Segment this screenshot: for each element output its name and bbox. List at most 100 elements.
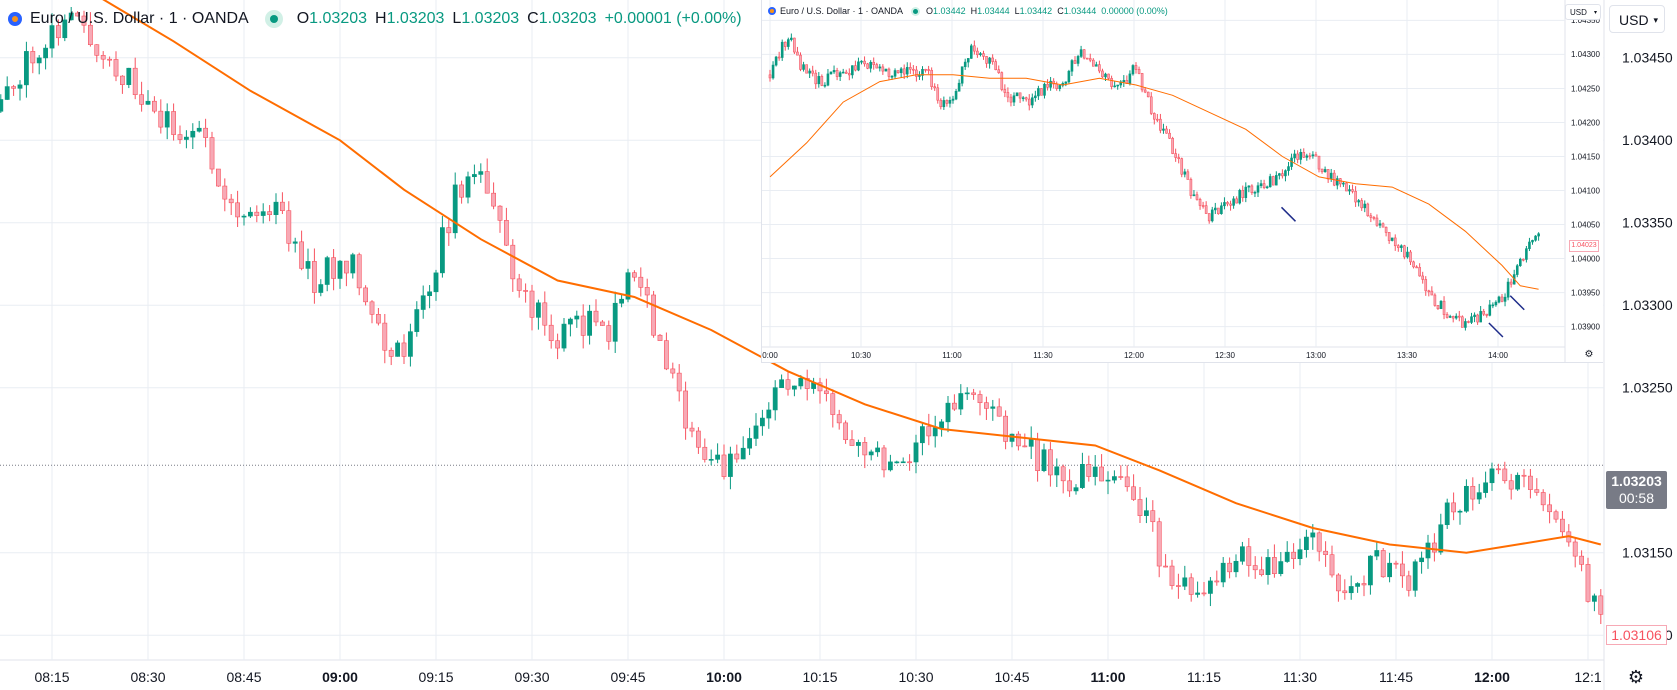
moving-average-line <box>769 74 1539 290</box>
candle-body <box>919 426 925 444</box>
inset-chart-panel[interactable]: 1.04350 1.04300 1.04250 1.04200 1.04150 1.041… <box>761 0 1603 363</box>
candle-body <box>772 387 778 411</box>
candle-body <box>1080 464 1085 488</box>
candle-body <box>945 402 951 423</box>
candle-body <box>1195 592 1200 595</box>
x-tick-label: 09:15 <box>418 669 453 685</box>
y-tick-label: 1.04300 <box>1571 50 1600 59</box>
candle-body <box>1034 95 1037 99</box>
candle-body <box>823 84 827 87</box>
candle-body <box>811 70 815 74</box>
candle-body <box>836 414 842 424</box>
candle-body <box>184 136 189 140</box>
market-open-dot-icon[interactable] <box>264 10 283 28</box>
candle-body <box>1409 251 1412 263</box>
candle-body <box>580 315 586 336</box>
candle-body <box>909 67 912 70</box>
candle-body <box>1064 81 1068 84</box>
candle-body <box>918 75 921 77</box>
candle-body <box>407 331 413 357</box>
candle-body <box>401 342 407 357</box>
candle-body <box>1457 315 1461 318</box>
candle-body <box>1406 575 1412 591</box>
candle-body <box>1176 585 1181 587</box>
candle-body <box>1207 213 1211 222</box>
inset-chart[interactable]: 1.04350 1.04300 1.04250 1.04200 1.04150 1.041… <box>762 0 1603 362</box>
candle-body <box>848 73 851 76</box>
candle-body <box>881 66 885 72</box>
candle-body <box>1098 64 1101 72</box>
candle-body <box>1378 223 1382 226</box>
candle-body <box>1227 562 1232 573</box>
main-legend: Euro / U.S. Dollar · 1 · OANDA O1.03203 … <box>8 8 742 30</box>
candle-body <box>1522 258 1525 261</box>
candle-body <box>676 372 682 392</box>
candle-body <box>651 294 656 336</box>
candle-body <box>1006 92 1010 98</box>
x-tick-label: 13:00 <box>1306 351 1327 360</box>
x-tick-label: 08:30 <box>130 669 165 685</box>
candle-body <box>823 390 829 394</box>
candle-body <box>1363 203 1367 209</box>
candle-body <box>890 75 894 78</box>
candle-body <box>1470 316 1473 323</box>
candle-body <box>759 417 765 427</box>
candle-body <box>1448 316 1452 318</box>
candle-body <box>1316 532 1322 552</box>
euro-dollar-logo-icon[interactable] <box>8 12 22 26</box>
candle-body <box>1189 179 1193 196</box>
candle-body <box>1110 78 1113 87</box>
candle-body <box>1177 157 1181 159</box>
gear-icon[interactable]: ⚙ <box>1627 667 1645 688</box>
x-tick-label: 08:45 <box>226 669 261 685</box>
high-value: 1.03203 <box>386 10 445 27</box>
candle-body <box>1143 89 1147 93</box>
candle-body <box>439 227 445 274</box>
candle-body <box>216 168 221 187</box>
candle-body <box>957 82 961 92</box>
candle-body <box>1342 182 1345 185</box>
candle-body <box>638 276 644 288</box>
candle-body <box>510 244 516 280</box>
candle-body <box>1058 85 1062 89</box>
candle-body <box>887 461 893 471</box>
signal-marker <box>1488 322 1504 338</box>
candle-body <box>503 220 509 246</box>
symbol-title[interactable]: Euro / U.S. Dollar · 1 · OANDA <box>30 10 249 27</box>
x-tick-label: 12:1 <box>1574 669 1601 685</box>
x-tick-label: 10:00 <box>706 669 742 685</box>
plot-area <box>0 0 1604 625</box>
inset-chevron-down-icon: ▾ <box>1593 10 1597 16</box>
candle-body <box>1274 175 1278 186</box>
candle-body <box>1491 304 1495 307</box>
candle-body <box>209 137 215 170</box>
candle-body <box>878 66 882 69</box>
candle-body <box>1049 80 1052 88</box>
candle-body <box>1476 492 1482 500</box>
currency-select[interactable]: USD ▾ <box>1609 5 1665 33</box>
candle-body <box>1169 565 1175 586</box>
candle-body <box>1553 511 1559 520</box>
candle-body <box>1509 281 1513 285</box>
candle-body <box>1438 524 1444 553</box>
candle-body <box>1335 178 1339 186</box>
candle-body <box>1444 502 1450 526</box>
x-tick-label: 10:30 <box>898 669 933 685</box>
candle-body <box>171 111 176 135</box>
y-tick-label: 1.04250 <box>1571 84 1600 93</box>
candle-body <box>1107 73 1110 79</box>
candle-body <box>1393 237 1397 247</box>
y-tick-label: 1.04350 <box>1571 16 1600 25</box>
candle-body <box>43 47 48 59</box>
candle-body <box>945 100 949 104</box>
x-tick-label: 10:45 <box>994 669 1029 685</box>
candle-body <box>1534 235 1537 241</box>
candle-body <box>996 406 1002 417</box>
open-value: 1.03203 <box>309 10 368 27</box>
candle-body <box>1046 83 1049 88</box>
x-tick-label: 13:30 <box>1397 351 1418 360</box>
candle-body <box>1156 521 1162 567</box>
candle-body <box>854 65 857 71</box>
currency-label: USD <box>1619 12 1649 28</box>
candle-body <box>990 406 996 409</box>
